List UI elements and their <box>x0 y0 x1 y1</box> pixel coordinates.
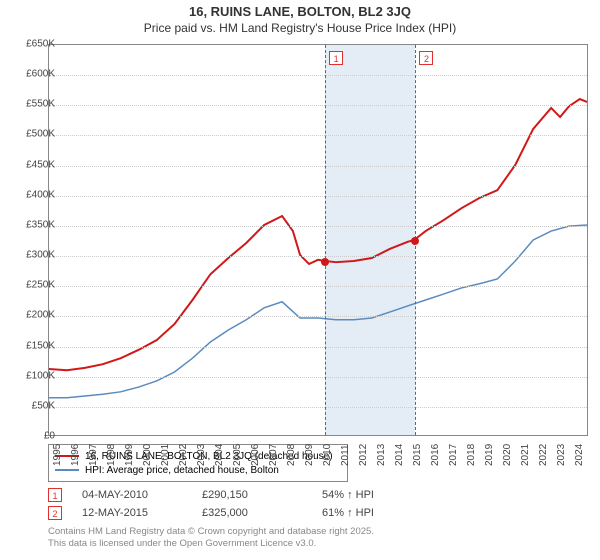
x-axis-label: 2015 <box>412 444 423 466</box>
x-axis-label: 2001 <box>160 444 171 466</box>
sale-row-2: 2 12-MAY-2015 £325,000 61% ↑ HPI <box>48 504 442 522</box>
gridline-h <box>49 286 587 287</box>
gridline-h <box>49 407 587 408</box>
x-axis-label: 2000 <box>142 444 153 466</box>
sale-price-1: £290,150 <box>202 489 322 501</box>
sales-table: 1 04-MAY-2010 £290,150 54% ↑ HPI 2 12-MA… <box>48 486 442 522</box>
x-axis-label: 2016 <box>430 444 441 466</box>
sale-date-2: 12-MAY-2015 <box>82 507 202 519</box>
x-axis-label: 2008 <box>286 444 297 466</box>
titles-block: 16, RUINS LANE, BOLTON, BL2 3JQ Price pa… <box>0 0 600 35</box>
x-axis-label: 2012 <box>358 444 369 466</box>
x-axis-label: 2024 <box>574 444 585 466</box>
y-axis-label: £0 <box>11 431 55 442</box>
x-axis-label: 2010 <box>322 444 333 466</box>
x-axis-label: 2019 <box>484 444 495 466</box>
y-axis-label: £650K <box>11 39 55 50</box>
series-property <box>49 99 587 370</box>
attribution-line2: This data is licensed under the Open Gov… <box>48 538 374 550</box>
gridline-h <box>49 196 587 197</box>
y-axis-label: £450K <box>11 159 55 170</box>
gridline-h <box>49 135 587 136</box>
x-axis-label: 2023 <box>556 444 567 466</box>
sale-dot <box>321 258 329 266</box>
sale-marker-1: 1 <box>48 488 62 502</box>
y-axis-label: £300K <box>11 250 55 261</box>
sale-delta-2: 61% ↑ HPI <box>322 507 442 519</box>
y-axis-label: £100K <box>11 370 55 381</box>
x-axis-label: 1998 <box>106 444 117 466</box>
sale-row-1: 1 04-MAY-2010 £290,150 54% ↑ HPI <box>48 486 442 504</box>
y-axis-label: £150K <box>11 340 55 351</box>
x-axis-label: 2017 <box>448 444 459 466</box>
gridline-h <box>49 316 587 317</box>
gridline-h <box>49 166 587 167</box>
x-axis-label: 2011 <box>340 444 351 466</box>
sale-delta-1: 54% ↑ HPI <box>322 489 442 501</box>
legend-swatch-hpi <box>55 469 79 471</box>
x-axis-label: 2018 <box>466 444 477 466</box>
x-axis-label: 2006 <box>250 444 261 466</box>
x-axis-label: 2013 <box>376 444 387 466</box>
x-axis-label: 2004 <box>214 444 225 466</box>
y-axis-label: £350K <box>11 219 55 230</box>
y-axis-label: £500K <box>11 129 55 140</box>
x-axis-label: 2022 <box>538 444 549 466</box>
x-axis-label: 2007 <box>268 444 279 466</box>
y-axis-label: £600K <box>11 69 55 80</box>
y-axis-label: £200K <box>11 310 55 321</box>
y-axis-label: £50K <box>11 400 55 411</box>
title-address: 16, RUINS LANE, BOLTON, BL2 3JQ <box>0 4 600 19</box>
gridline-h <box>49 105 587 106</box>
sale-marker-label: 1 <box>329 51 343 65</box>
gridline-h <box>49 377 587 378</box>
sale-date-1: 04-MAY-2010 <box>82 489 202 501</box>
sale-vline <box>325 45 326 435</box>
y-axis-label: £400K <box>11 189 55 200</box>
gridline-h <box>49 347 587 348</box>
gridline-h <box>49 75 587 76</box>
sale-dot <box>411 237 419 245</box>
attribution: Contains HM Land Registry data © Crown c… <box>48 526 374 551</box>
x-axis-label: 1997 <box>88 444 99 466</box>
chart-container: 16, RUINS LANE, BOLTON, BL2 3JQ Price pa… <box>0 0 600 560</box>
y-axis-label: £250K <box>11 280 55 291</box>
sale-price-2: £325,000 <box>202 507 322 519</box>
sale-marker-label: 2 <box>419 51 433 65</box>
x-axis-label: 1995 <box>52 444 63 466</box>
title-subtitle: Price paid vs. HM Land Registry's House … <box>0 21 600 35</box>
series-hpi <box>49 225 587 398</box>
x-axis-label: 2003 <box>196 444 207 466</box>
attribution-line1: Contains HM Land Registry data © Crown c… <box>48 526 374 538</box>
x-axis-label: 2020 <box>502 444 513 466</box>
sale-marker-2: 2 <box>48 506 62 520</box>
x-axis-label: 2021 <box>520 444 531 466</box>
x-axis-label: 1996 <box>70 444 81 466</box>
legend-label-hpi: HPI: Average price, detached house, Bolt… <box>85 465 279 476</box>
chart-plot-area: 12 <box>48 44 588 436</box>
x-axis-label: 2005 <box>232 444 243 466</box>
x-axis-label: 1999 <box>124 444 135 466</box>
gridline-h <box>49 256 587 257</box>
x-axis-label: 2009 <box>304 444 315 466</box>
x-axis-label: 2002 <box>178 444 189 466</box>
x-axis-label: 2014 <box>394 444 405 466</box>
y-axis-label: £550K <box>11 99 55 110</box>
gridline-h <box>49 226 587 227</box>
